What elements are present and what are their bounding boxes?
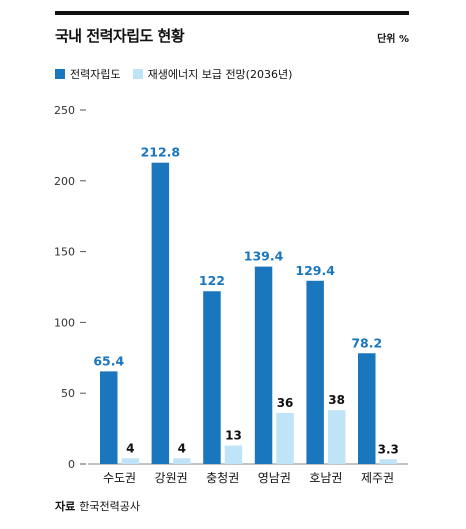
bar-independence-0: [100, 371, 118, 464]
bar-renewable-5: [379, 459, 397, 464]
y-tick-label-0: 0: [68, 458, 75, 471]
bar-renewable-0: [121, 458, 139, 464]
bar-independence-4: [306, 280, 324, 464]
bar-renewable-3: [276, 413, 294, 464]
bar-independence-2: [203, 291, 221, 464]
legend-swatch-renewable: [132, 69, 143, 79]
bar-renewable-2: [224, 445, 243, 464]
legend-item-independence: 전력자립도: [55, 66, 121, 82]
y-tick-label-4: 200: [54, 175, 75, 188]
category-label-2: 충청권: [206, 471, 239, 485]
data-label-renewable-3: 36: [277, 396, 294, 410]
category-label-5: 제주권: [361, 471, 394, 485]
data-label-independence-4: 129.4: [295, 263, 335, 278]
data-label-renewable-1: 4: [178, 441, 186, 455]
legend: 전력자립도 재생에너지 보급 전망(2036년): [55, 66, 304, 82]
category-label-1: 강원권: [155, 471, 188, 485]
legend-label-renewable: 재생에너지 보급 전망(2036년): [147, 68, 293, 81]
category-label-3: 영남권: [258, 471, 291, 485]
data-label-renewable-0: 4: [126, 441, 134, 455]
legend-label-independence: 전력자립도: [70, 68, 121, 81]
data-label-renewable-2: 13: [225, 429, 242, 443]
bar-renewable-1: [173, 458, 191, 464]
category-label-0: 수도권: [103, 471, 136, 485]
source-text: 한국전력공사: [79, 500, 140, 513]
data-label-independence-5: 78.2: [351, 335, 382, 350]
data-label-independence-0: 65.4: [93, 353, 124, 368]
source-note: 자료 한국전력공사: [55, 498, 140, 514]
unit-label: 단위 %: [377, 34, 409, 45]
y-tick-label-5: 250: [54, 104, 75, 117]
bar-independence-3: [254, 266, 273, 464]
data-label-independence-1: 212.8: [141, 145, 181, 160]
source-label: 자료: [55, 500, 76, 513]
top-rule: [55, 11, 409, 15]
y-tick-label-2: 100: [54, 316, 75, 329]
data-label-renewable-4: 38: [328, 393, 345, 407]
data-label-independence-3: 139.4: [244, 249, 284, 264]
legend-item-renewable: 재생에너지 보급 전망(2036년): [132, 66, 293, 82]
y-tick-label-1: 50: [61, 387, 75, 400]
chart-title: 국내 전력자립도 현황: [55, 27, 185, 45]
bar-renewable-4: [327, 410, 346, 464]
data-label-renewable-5: 3.3: [378, 442, 399, 456]
bar-independence-5: [358, 353, 376, 464]
legend-swatch-independence: [55, 69, 65, 79]
y-tick-label-3: 150: [54, 246, 75, 259]
category-label-4: 호남권: [309, 471, 342, 485]
data-label-independence-2: 122: [199, 273, 225, 288]
bar-independence-1: [151, 162, 170, 464]
